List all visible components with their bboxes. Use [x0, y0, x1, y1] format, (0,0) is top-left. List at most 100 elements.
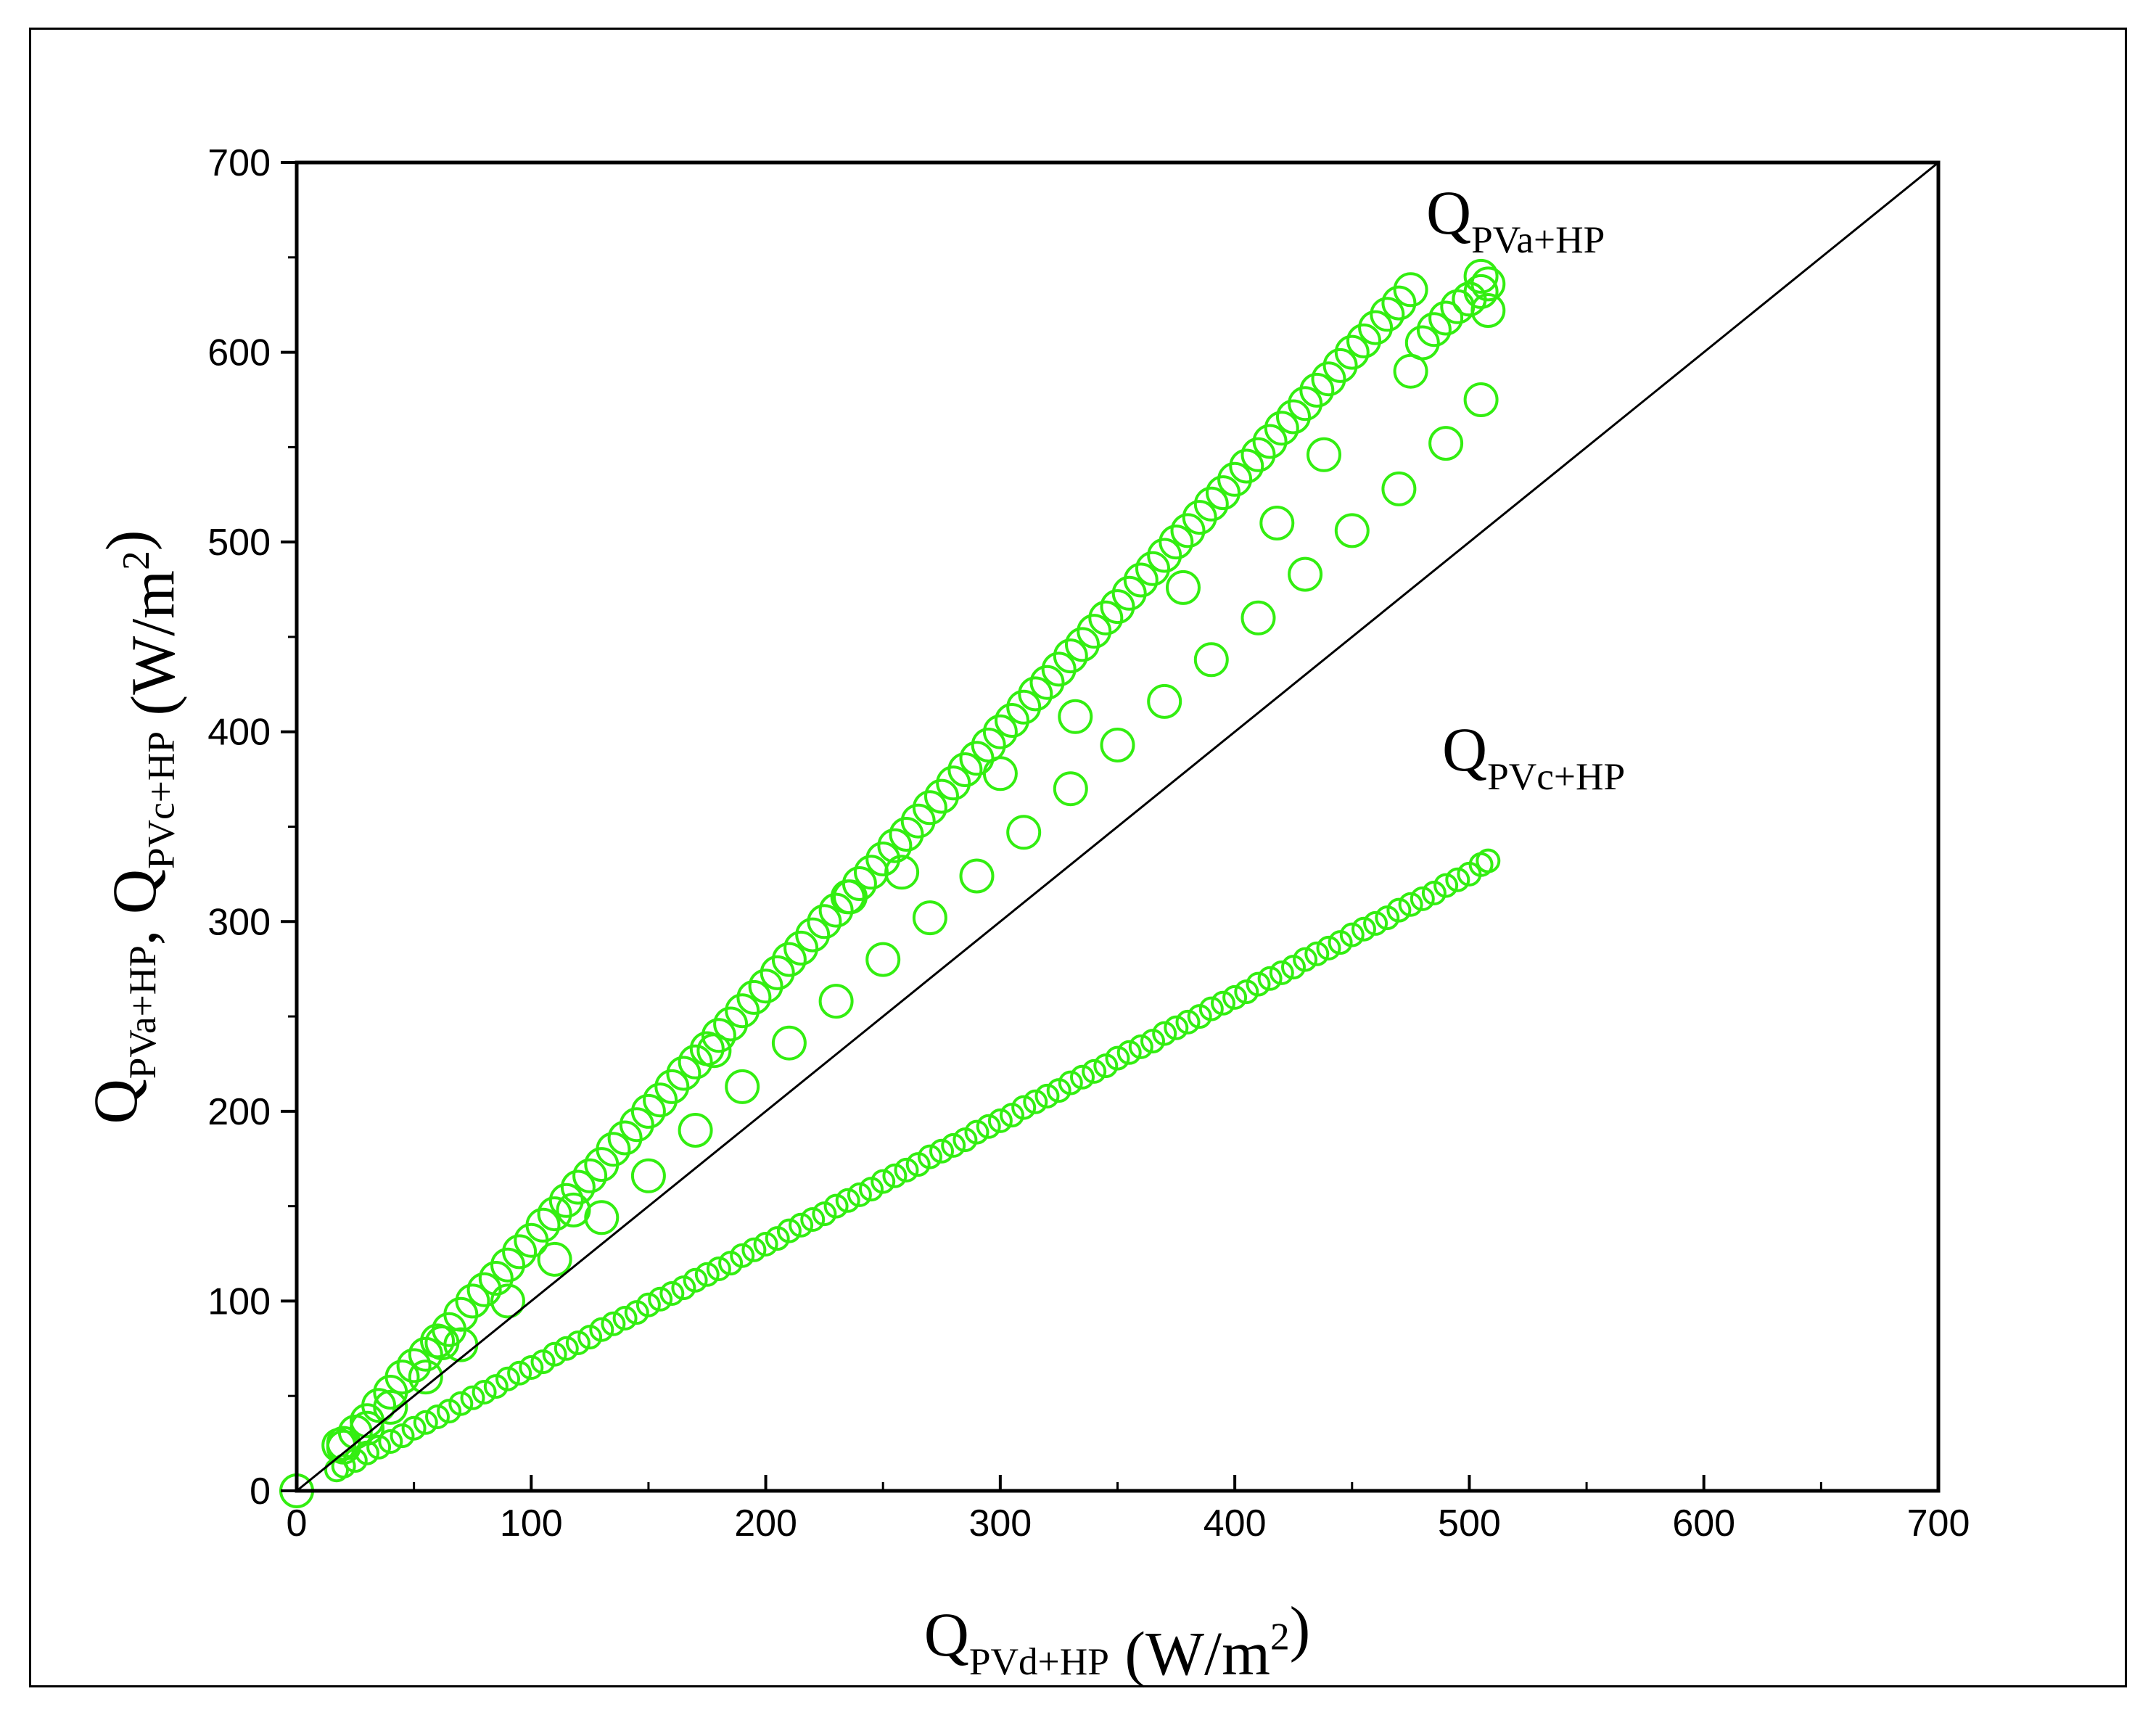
series-0-point-53 [924, 778, 959, 814]
series-0-point-50 [889, 817, 924, 852]
series-0-point-134 [1058, 699, 1093, 734]
y-tick-label-1: 100 [207, 1280, 271, 1323]
series-0-point-38 [748, 968, 783, 1004]
series-0-point-20 [537, 1196, 572, 1232]
series-0-point-114 [865, 942, 901, 977]
markers-layer [279, 258, 1506, 1508]
series-1-point-28 [648, 1286, 673, 1312]
series-1-point-83 [1293, 947, 1318, 972]
series-0-point-77 [1206, 475, 1240, 511]
y-tick-label-0: 0 [250, 1471, 271, 1513]
series-0-point-60 [1006, 689, 1042, 725]
series-0-point-133 [982, 756, 1018, 791]
series-0-point-5 [361, 1388, 397, 1423]
series-0-point-78 [1217, 461, 1253, 497]
series-0-point-22 [560, 1169, 596, 1205]
series-0-point-19 [525, 1207, 561, 1243]
series-1-point-16 [507, 1360, 532, 1386]
series-0-point-109 [630, 1158, 666, 1193]
series-1-point-52 [929, 1138, 954, 1164]
series-1-point-20 [554, 1336, 579, 1361]
series-1-point-76 [1211, 990, 1235, 1016]
x-tick-label-5: 500 [1438, 1502, 1501, 1545]
series-0-point-75 [1182, 500, 1217, 535]
y-tick-label-3: 300 [207, 901, 271, 943]
series-0-point-92 [1381, 285, 1417, 321]
series-0-point-7 [384, 1360, 420, 1395]
series-0-point-84 [1288, 386, 1323, 421]
x-tick-label-3: 300 [968, 1502, 1032, 1545]
series-1-point-57 [987, 1108, 1013, 1133]
series-0-point-89 [1346, 323, 1381, 358]
annotations-layer: QPVa+HP QPVc+HP [1426, 178, 1625, 798]
series-1-point-59 [1011, 1095, 1037, 1120]
series-label-0: QPVa+HP [1426, 178, 1605, 261]
series-0-point-66 [1077, 614, 1112, 649]
series-1-point-69 [1128, 1034, 1153, 1059]
series-0-point-70 [1123, 562, 1159, 598]
series-0-point-88 [1334, 334, 1370, 370]
series-1-point-79 [1246, 971, 1271, 997]
x-tick-label-6: 600 [1672, 1502, 1735, 1545]
series-1-point-44 [835, 1188, 860, 1213]
series-0-point-104 [408, 1360, 443, 1395]
series-1-point-8 [413, 1410, 438, 1435]
series-1-point-77 [1222, 984, 1248, 1010]
x-tick-label-2: 200 [734, 1502, 797, 1545]
series-0-point-110 [678, 1113, 713, 1148]
series-0-point-27 [619, 1107, 654, 1143]
series-1-point-60 [1023, 1089, 1048, 1114]
series-0-point-37 [736, 979, 772, 1015]
series-0-point-28 [630, 1093, 666, 1129]
series-1-point-68 [1116, 1040, 1142, 1065]
series-0-point-62 [1029, 665, 1065, 700]
series-1-point-9 [425, 1405, 450, 1429]
series-0-point-64 [1053, 638, 1088, 674]
series-0-point-91 [1370, 297, 1405, 332]
series-1-point-92 [1398, 892, 1423, 917]
y-axis-title-text: QPVa+HP, QPVc+HP (W/m2) [81, 530, 188, 1124]
series-1-point-99 [1476, 848, 1501, 873]
series-1-point-33 [706, 1257, 731, 1281]
series-1-point-51 [917, 1144, 942, 1169]
series-1-point-37 [753, 1232, 778, 1257]
series-1-point-12 [460, 1385, 485, 1410]
series-0-point-125 [1381, 471, 1417, 506]
y-tick-label-2: 200 [207, 1091, 271, 1133]
series-0-point-34 [701, 1018, 736, 1053]
series-1-point-5 [378, 1429, 403, 1454]
series-0-point-39 [760, 955, 795, 990]
series-0-point-26 [607, 1120, 643, 1156]
reference-line-y-equals-x [296, 161, 1939, 1492]
y-axis-title: QPVa+HP, QPVc+HP (W/m2) [81, 530, 188, 1124]
series-0-point-85 [1299, 372, 1335, 408]
series-0-point-115 [912, 900, 947, 936]
series-1-point-35 [730, 1243, 755, 1268]
series-0-point-58 [982, 714, 1018, 749]
x-axis-title-text: QPVd+HP (W/m2) [924, 1593, 1311, 1687]
series-label-1: QPVc+HP [1442, 715, 1625, 798]
series-1-point-23 [589, 1317, 614, 1342]
series-0-point-41 [783, 930, 819, 966]
series-1-point-27 [635, 1292, 661, 1317]
series-1-point-81 [1269, 960, 1294, 985]
series-1-point-43 [823, 1193, 849, 1219]
series-0-point-42 [795, 917, 831, 953]
series-1-point-72 [1164, 1015, 1189, 1040]
series-1-point-71 [1152, 1021, 1177, 1046]
series-0-point-81 [1252, 424, 1288, 459]
series-0-point-48 [865, 842, 901, 876]
series-0-point-79 [1229, 448, 1264, 484]
series-0-point-31 [666, 1056, 701, 1091]
series-0-point-93 [1393, 272, 1428, 308]
series-1-point-11 [448, 1391, 474, 1416]
series-0-point-86 [1311, 361, 1346, 397]
series-1-point-63 [1058, 1070, 1083, 1095]
series-1-point-56 [976, 1114, 1001, 1139]
series-0-point-17 [502, 1234, 538, 1270]
series-0-point-83 [1276, 399, 1311, 435]
series-1-point-29 [659, 1281, 685, 1306]
series-0-point-36 [725, 993, 760, 1029]
series-1-point-48 [882, 1163, 908, 1188]
series-1-point-3 [355, 1440, 379, 1465]
